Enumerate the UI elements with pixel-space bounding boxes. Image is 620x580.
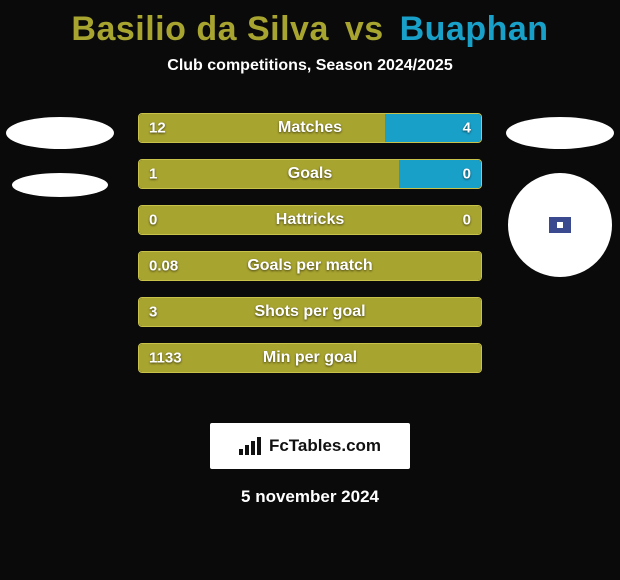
stat-right-value: 0 xyxy=(463,166,471,183)
stat-left-value: 1 xyxy=(149,166,157,183)
stat-bar: 12 4 Matches xyxy=(138,113,482,143)
stat-label: Matches xyxy=(278,119,342,137)
stat-label: Shots per goal xyxy=(254,303,365,321)
vs-word: vs xyxy=(345,10,384,48)
stat-bar: 1 0 Goals xyxy=(138,159,482,189)
stat-label: Min per goal xyxy=(263,349,357,367)
stat-bar-left-segment xyxy=(139,160,399,188)
stat-bar: 0.08 Goals per match xyxy=(138,251,482,281)
stat-left-value: 0 xyxy=(149,212,157,229)
player-left-name: Basilio da Silva xyxy=(71,10,328,48)
subtitle: Club competitions, Season 2024/2025 xyxy=(0,57,620,75)
stat-left-value: 0.08 xyxy=(149,258,178,275)
stat-label: Goals per match xyxy=(247,257,372,275)
stat-bar: 0 0 Hattricks xyxy=(138,205,482,235)
flag-icon xyxy=(549,217,571,233)
left-badge-1 xyxy=(6,117,114,149)
stat-label: Goals xyxy=(288,165,332,183)
right-badge-2 xyxy=(508,173,612,277)
stat-left-value: 3 xyxy=(149,304,157,321)
stat-bar: 3 Shots per goal xyxy=(138,297,482,327)
stat-left-value: 1133 xyxy=(149,350,182,367)
fctables-logo: FcTables.com xyxy=(210,423,410,469)
page-title: Basilio da Silva vs Buaphan xyxy=(0,0,620,49)
logo-text: FcTables.com xyxy=(269,436,381,456)
date-text: 5 november 2024 xyxy=(0,487,620,507)
stat-bar-left-segment xyxy=(139,114,385,142)
stat-bars-container: 12 4 Matches 1 0 Goals 0 0 Hattricks 0.08 Goals pe… xyxy=(138,113,482,373)
left-badge-2 xyxy=(12,173,108,197)
comparison-main: 12 4 Matches 1 0 Goals 0 0 Hattricks 0.08 Goals pe… xyxy=(0,113,620,403)
left-badge-column xyxy=(0,113,120,197)
right-badge-1 xyxy=(506,117,614,149)
stat-right-value: 0 xyxy=(463,212,471,229)
stat-left-value: 12 xyxy=(149,120,166,137)
player-right-name: Buaphan xyxy=(400,10,549,48)
stat-label: Hattricks xyxy=(276,211,344,229)
stat-bar: 1133 Min per goal xyxy=(138,343,482,373)
barchart-icon xyxy=(239,437,263,455)
stat-right-value: 4 xyxy=(463,120,471,137)
right-badge-column xyxy=(500,113,620,277)
